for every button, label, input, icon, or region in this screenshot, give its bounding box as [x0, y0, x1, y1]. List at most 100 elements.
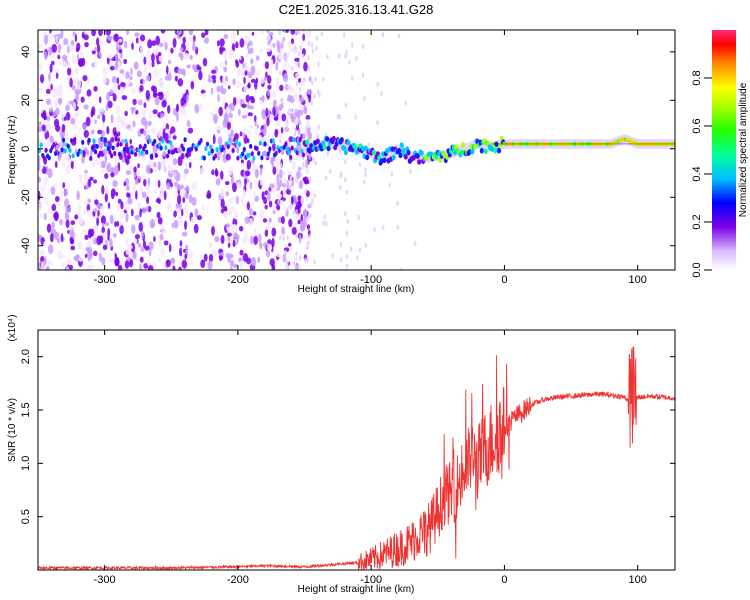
spectrogram-noise-cell — [227, 242, 231, 248]
spectrogram-noise-cell — [356, 255, 359, 261]
spectrogram-noise-cell — [355, 56, 358, 62]
colorbar: 0.0 0.2 0.4 0.6 0.8 Normalized spectral ampl… — [691, 30, 749, 278]
spectrogram-signal-cell — [213, 153, 218, 159]
spectrogram-noise-cell — [245, 52, 250, 59]
spectrogram-noise-cell — [139, 256, 144, 263]
spectrogram-noise-cell — [62, 182, 66, 189]
spectrogram-noise-cell — [158, 42, 164, 48]
spectrogram-noise-cell — [177, 217, 183, 226]
spectrogram-noise-cell — [232, 196, 236, 201]
spectrogram-noise-cell — [110, 167, 115, 174]
spectrogram-signal-cell — [81, 139, 85, 145]
spectrogram-noise-cell — [179, 240, 183, 247]
spectrogram-noise-cell — [259, 242, 263, 248]
spectrogram-noise-cell — [259, 208, 265, 219]
spectrogram-noise-cell — [224, 180, 230, 186]
spectrogram-noise-cell — [358, 247, 362, 253]
spectrogram-noise-cell — [241, 103, 247, 108]
spectrogram-noise-cell — [98, 142, 104, 150]
spectrogram-noise-cell — [183, 172, 187, 181]
spectrogram-noise-cell — [292, 93, 298, 100]
spectrogram-signal-cell — [164, 145, 168, 151]
spectrogram-noise-cell — [143, 102, 147, 108]
spectrogram-noise-cell — [78, 57, 84, 68]
spectrogram-noise-cell — [324, 175, 328, 181]
spectrogram-noise-cell — [343, 211, 347, 217]
spectrogram-noise-cell — [134, 32, 140, 37]
spectrogram-noise-cell — [125, 158, 130, 166]
spectrogram-signal-cell — [479, 147, 484, 154]
spectrogram-noise-cell — [123, 58, 128, 65]
spectrogram-noise-cell — [157, 78, 161, 85]
spectrogram-noise-cell — [130, 67, 133, 76]
spectrogram-noise-cell — [322, 220, 325, 226]
spectrogram-noise-cell — [308, 176, 312, 182]
spectrogram-noise-cell — [296, 213, 302, 219]
spectrogram-noise-cell — [306, 224, 311, 230]
spectrogram-signal-cell — [403, 154, 408, 160]
spectrogram-noise-cell — [244, 177, 247, 187]
spectrogram-noise-cell — [140, 246, 145, 253]
spectrogram-noise-cell — [38, 126, 43, 133]
spectrogram-noise-cell — [93, 85, 98, 92]
spectrogram-noise-cell — [367, 142, 370, 148]
spectrogram-noise-cell — [175, 203, 179, 209]
spectrogram-noise-cell — [255, 55, 260, 61]
spectrogram-noise-cell — [200, 259, 206, 268]
spectrogram-noise-cell — [86, 209, 91, 216]
spectrogram-noise-cell — [121, 210, 125, 219]
spectrogram-noise-cell — [166, 65, 169, 75]
spectrogram-noise-cell — [274, 128, 279, 138]
spectrogram-noise-cell — [189, 54, 193, 60]
spectrogram-signal-cell — [47, 155, 51, 161]
spectrogram-noise-cell — [39, 212, 43, 219]
spectrogram-noise-cell — [239, 249, 244, 256]
spectrogram-noise-cell — [137, 202, 142, 209]
spectrogram-signal-cell — [401, 147, 406, 154]
spectrogram-noise-cell — [265, 47, 272, 52]
spectrogram-noise-cell — [146, 259, 151, 266]
spectrogram-noise-cell — [167, 164, 172, 170]
spectrogram-noise-cell — [373, 226, 376, 232]
spectrogram-noise-cell — [233, 211, 239, 220]
spectrogram-noise-cell — [79, 217, 84, 226]
spectrogram-noise-cell — [224, 59, 228, 66]
spectrogram-noise-cell — [278, 50, 284, 60]
spectrogram-noise-cell — [267, 74, 272, 84]
snr-xtick-label: 0 — [501, 574, 507, 586]
spectrogram-noise-cell — [272, 206, 277, 212]
spectrogram-noise-cell — [305, 114, 311, 121]
spectrogram-noise-cell — [302, 133, 306, 140]
spectrogram-noise-cell — [272, 42, 276, 48]
spectrogram-noise-cell — [184, 162, 190, 168]
spectrogram-noise-cell — [45, 98, 52, 105]
spectrogram-noise-cell — [139, 34, 146, 42]
spectrogram-signal-cell — [79, 149, 83, 155]
spectrogram-noise-cell — [63, 116, 67, 121]
spectrogram-noise-cell — [242, 253, 249, 262]
spectrogram-noise-cell — [302, 162, 305, 168]
spectrogram-noise-cell — [225, 153, 231, 161]
spectrogram-noise-cell — [150, 85, 155, 92]
spectrogram-signal-cell — [44, 147, 48, 153]
spectrogram-signal-cell — [231, 148, 235, 154]
spectrogram-noise-cell — [142, 206, 146, 214]
spectrogram-noise-cell — [102, 148, 109, 154]
spectrogram-noise-cell — [129, 138, 133, 145]
spectrogram-noise-cell — [59, 219, 64, 226]
spectrogram-noise-cell — [98, 96, 102, 104]
spectrogram-noise-cell — [64, 211, 70, 221]
spectrogram-noise-cell — [170, 47, 174, 54]
spectrogram-signal-cell — [117, 151, 122, 157]
spectrogram-noise-cell — [304, 188, 308, 194]
spectrogram-noise-cell — [67, 229, 70, 234]
spectrogram-noise-cell — [47, 168, 53, 179]
spectrogram-noise-cell — [183, 53, 190, 61]
spectrogram-noise-cell — [396, 200, 399, 206]
spectrogram-noise-cell — [93, 250, 98, 257]
spectrogram-noise-cell — [301, 53, 305, 59]
spectrogram-noise-cell — [148, 265, 154, 270]
spectrogram-noise-cell — [100, 169, 104, 174]
spectrogram-noise-cell — [157, 161, 162, 171]
spectrogram-signal-cell — [154, 152, 158, 158]
